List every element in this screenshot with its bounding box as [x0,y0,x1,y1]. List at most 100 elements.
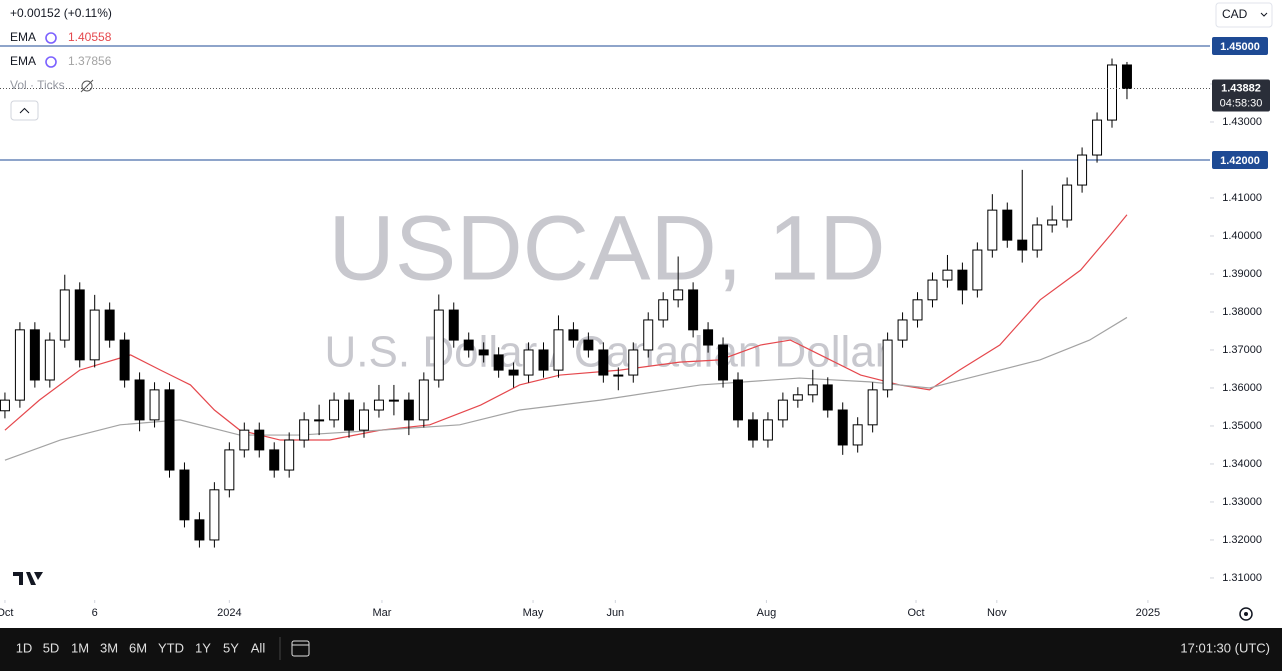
date-range-button[interactable] [291,640,310,657]
candle [44,332,55,388]
legend-icon[interactable] [45,56,57,68]
candle [1121,61,1132,100]
candle-body [358,409,369,431]
candle-body [149,389,160,421]
candle-body [852,424,863,446]
level-label: 1.45000 [1220,41,1260,53]
candle [299,412,310,448]
candle-body [762,419,773,441]
hidden-icon[interactable] [81,80,93,92]
legend-value: 1.40558 [68,30,112,44]
settings-icon[interactable] [1239,607,1253,621]
legend-icon[interactable] [45,32,57,44]
candle-body [1047,219,1058,226]
candle-body [957,269,968,291]
candle-body [329,399,340,421]
currency-box[interactable] [1215,2,1273,28]
candle-body [314,419,325,422]
candle-body [523,349,534,376]
candle-body [418,379,429,421]
candle [74,282,85,368]
candle-body [927,279,938,301]
candle-body [104,309,115,341]
candle-body [299,419,310,441]
candle-body [74,289,85,361]
candle [104,302,115,348]
interval-button[interactable]: 3M [100,640,118,655]
candle [643,312,654,358]
candle-body [1017,239,1028,251]
level-label-box [1212,150,1268,169]
x-tick-label: 6 [92,607,98,619]
interval-button[interactable]: 5Y [223,640,239,655]
candle [14,322,25,408]
ema-line [4,214,1128,441]
interval-button[interactable]: 5D [43,640,60,655]
candle-body [867,389,878,426]
interval-button[interactable]: 1M [71,640,89,655]
x-tick-label: Mar [372,607,391,619]
y-tick-label: 1.40000 [1222,230,1262,242]
collapse-button[interactable] [10,100,39,121]
candle [733,372,743,428]
candle-body [538,349,549,371]
candle [149,382,160,428]
candle-body [89,309,100,361]
y-tick-label: 1.35000 [1222,420,1262,432]
candle [358,402,369,438]
candle-body [433,309,444,381]
current-price-box [1212,79,1270,112]
interval-button[interactable]: 6M [129,640,147,655]
candle-body [882,339,893,391]
interval-button[interactable]: 1Y [195,640,211,655]
y-tick-label: 1.37000 [1222,344,1262,356]
candle [673,256,684,308]
candle-body [703,329,714,346]
calendar-icon[interactable] [291,640,310,657]
legend-value: 1.37856 [68,54,112,68]
candle [688,282,699,338]
candle-body [493,354,504,371]
logo [13,572,43,585]
candle [987,194,998,258]
candle-body [1032,224,1043,251]
x-tick-label: 2024 [217,607,241,619]
candle [164,382,175,478]
candle [314,404,325,436]
candle-body [987,209,998,251]
candle [912,292,923,328]
toolbar [0,628,1282,671]
candle [0,392,10,419]
candle [957,262,968,305]
y-tick-label: 1.43000 [1222,116,1262,128]
candle-body [583,339,594,351]
currency-select[interactable]: CAD [1215,2,1273,28]
candle-body [673,289,684,301]
candle [254,422,265,458]
legend-name: EMA [10,54,36,68]
legend-name: EMA [10,30,36,44]
settings[interactable] [1239,607,1253,621]
interval-button[interactable]: YTD [158,640,184,655]
candle [59,274,70,348]
candle [433,294,444,388]
candle [822,377,833,418]
candle-body [119,339,130,381]
candle-body [29,329,40,381]
candle [373,384,384,418]
candle-body [478,349,489,356]
candle [837,402,848,455]
clock[interactable]: 17:01:30 (UTC) [1180,640,1270,655]
y-tick-label: 1.36000 [1222,382,1262,394]
candle [89,294,100,368]
candle-body [403,399,414,421]
candle-body [239,429,250,451]
candle-body [553,329,564,371]
candle-body [209,489,220,541]
candle [329,392,340,428]
candle [598,342,609,383]
candle-body [822,384,833,411]
interval-button[interactable]: 1D [16,640,33,655]
candle-body [777,399,788,421]
interval-button[interactable]: All [251,640,266,655]
